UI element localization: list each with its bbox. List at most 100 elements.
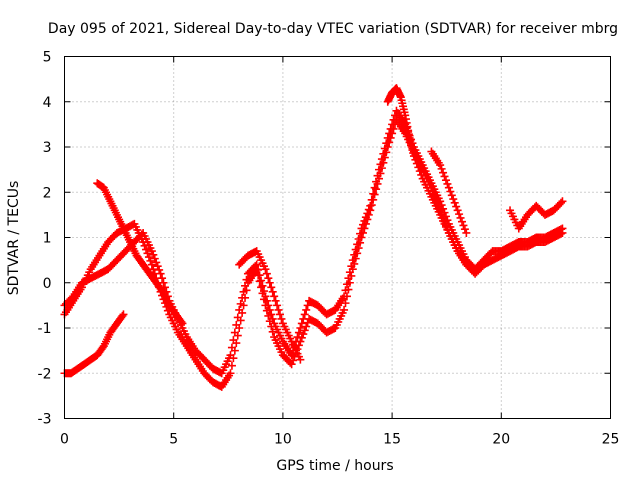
- y-tick-label-1: 1: [43, 231, 52, 247]
- data-point: [270, 292, 279, 301]
- data-point: [356, 238, 365, 247]
- data-point: [345, 278, 354, 287]
- data-point: [261, 265, 270, 274]
- y-tick-label-5: 5: [43, 50, 52, 66]
- data-point: [302, 322, 311, 331]
- data-point: [376, 169, 385, 178]
- data-point: [457, 217, 466, 226]
- data-point: [296, 337, 305, 346]
- data-point: [297, 333, 306, 342]
- data-point: [177, 317, 186, 326]
- data-point: [262, 269, 271, 278]
- x-tick-label-0: 0: [60, 432, 69, 448]
- data-point: [353, 249, 362, 258]
- data-point: [257, 283, 266, 292]
- data-point: [264, 274, 273, 283]
- plot-frame: [64, 56, 611, 419]
- data-point: [147, 247, 156, 256]
- data-point: [241, 293, 250, 302]
- data-point: [347, 271, 356, 280]
- data-point: [414, 163, 423, 172]
- data-point: [118, 311, 127, 320]
- data-point: [380, 153, 389, 162]
- data-point: [447, 191, 456, 200]
- data-point: [386, 133, 395, 142]
- data-point: [273, 301, 282, 310]
- data-point: [462, 228, 471, 237]
- y-axis-label: SDTVAR / TECUs: [6, 181, 22, 296]
- data-point: [229, 354, 238, 363]
- data-point: [374, 174, 383, 183]
- data-point: [267, 322, 276, 331]
- data-point: [233, 331, 242, 340]
- data-point: [348, 265, 357, 274]
- data-point: [370, 190, 379, 199]
- series-track-6: [383, 84, 471, 269]
- data-point: [361, 219, 370, 228]
- data-point: [259, 295, 268, 304]
- data-point: [140, 241, 149, 250]
- data-point: [439, 168, 448, 177]
- data-point: [357, 233, 366, 242]
- data-point: [232, 339, 241, 348]
- data-point: [271, 296, 280, 305]
- data-point: [258, 281, 267, 290]
- data-point: [412, 159, 421, 168]
- data-point: [119, 310, 128, 319]
- data-point: [351, 254, 360, 263]
- data-points: [60, 84, 567, 391]
- data-point: [235, 324, 244, 332]
- data-point: [147, 260, 156, 269]
- data-point: [437, 164, 446, 173]
- data-point: [460, 225, 469, 234]
- data-point: [152, 258, 161, 267]
- data-point: [415, 167, 424, 176]
- data-point: [252, 265, 261, 274]
- y-tick-label--3: -3: [38, 412, 52, 428]
- data-point: [178, 319, 187, 328]
- chart-title: Day 095 of 2021, Sidereal Day-to-day VTE…: [48, 21, 618, 37]
- data-point: [238, 308, 247, 317]
- data-point: [268, 287, 277, 296]
- data-point: [456, 213, 465, 222]
- data-point: [149, 265, 158, 274]
- data-point: [441, 176, 450, 185]
- data-point: [296, 324, 305, 332]
- data-point: [265, 278, 274, 287]
- data-point: [360, 224, 369, 233]
- data-point: [340, 305, 349, 314]
- data-point: [287, 360, 296, 369]
- y-tick-label-3: 3: [43, 140, 52, 156]
- data-point: [144, 253, 153, 262]
- data-point: [379, 158, 388, 167]
- data-point: [444, 183, 453, 192]
- data-point: [258, 289, 267, 298]
- data-point: [436, 161, 445, 170]
- data-point: [440, 172, 449, 181]
- data-point: [227, 361, 236, 370]
- data-point: [372, 185, 381, 194]
- data-point: [265, 317, 274, 326]
- data-point: [239, 301, 248, 310]
- data-point: [262, 306, 271, 315]
- y-tick-label-2: 2: [43, 185, 52, 201]
- series-track-4: [60, 310, 128, 378]
- data-point: [300, 326, 309, 335]
- x-tick-label-20: 20: [492, 432, 510, 448]
- data-point: [139, 238, 148, 247]
- data-point: [302, 305, 311, 314]
- data-point: [149, 250, 158, 259]
- data-point: [142, 245, 151, 254]
- data-point: [254, 271, 263, 280]
- data-point: [462, 260, 471, 269]
- data-point: [358, 228, 367, 237]
- data-point: [455, 210, 464, 219]
- data-point: [459, 221, 468, 230]
- data-point: [146, 256, 155, 265]
- x-tick-label-10: 10: [274, 432, 292, 448]
- data-point: [150, 254, 159, 263]
- y-tick-label--2: -2: [38, 366, 52, 382]
- data-point: [453, 206, 462, 215]
- data-point: [452, 202, 461, 211]
